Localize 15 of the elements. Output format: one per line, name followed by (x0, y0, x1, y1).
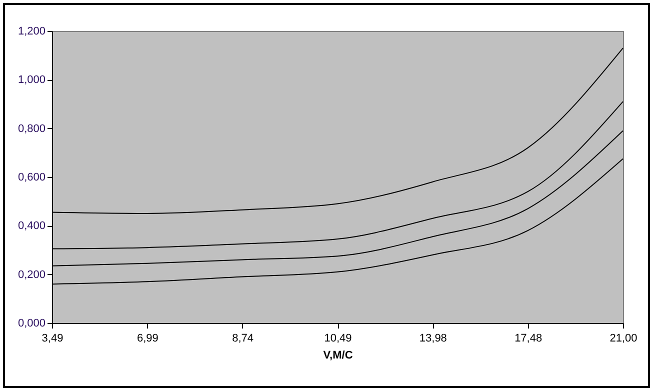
y-tick-label: 0,600 (18, 172, 46, 184)
x-tick-label: 10,49 (324, 332, 352, 344)
y-tick-label: 1,000 (18, 74, 46, 86)
x-tick-label: 8,74 (232, 332, 254, 344)
y-tick-label: 0,800 (18, 122, 46, 135)
y-tick-label: 0,200 (18, 268, 46, 281)
x-tick-label: 13,98 (419, 332, 447, 344)
y-tick-label: 0,400 (18, 220, 46, 232)
y-tick-label: 0,000 (18, 318, 46, 330)
x-tick-label: 3,49 (42, 332, 64, 344)
x-axis-title: V,M/C (323, 350, 353, 362)
x-tick-label: 17,48 (514, 332, 542, 344)
y-tick-label: 1,200 (18, 26, 46, 38)
x-tick-label: 21,00 (610, 332, 638, 344)
x-tick-label: 6,99 (136, 332, 158, 344)
